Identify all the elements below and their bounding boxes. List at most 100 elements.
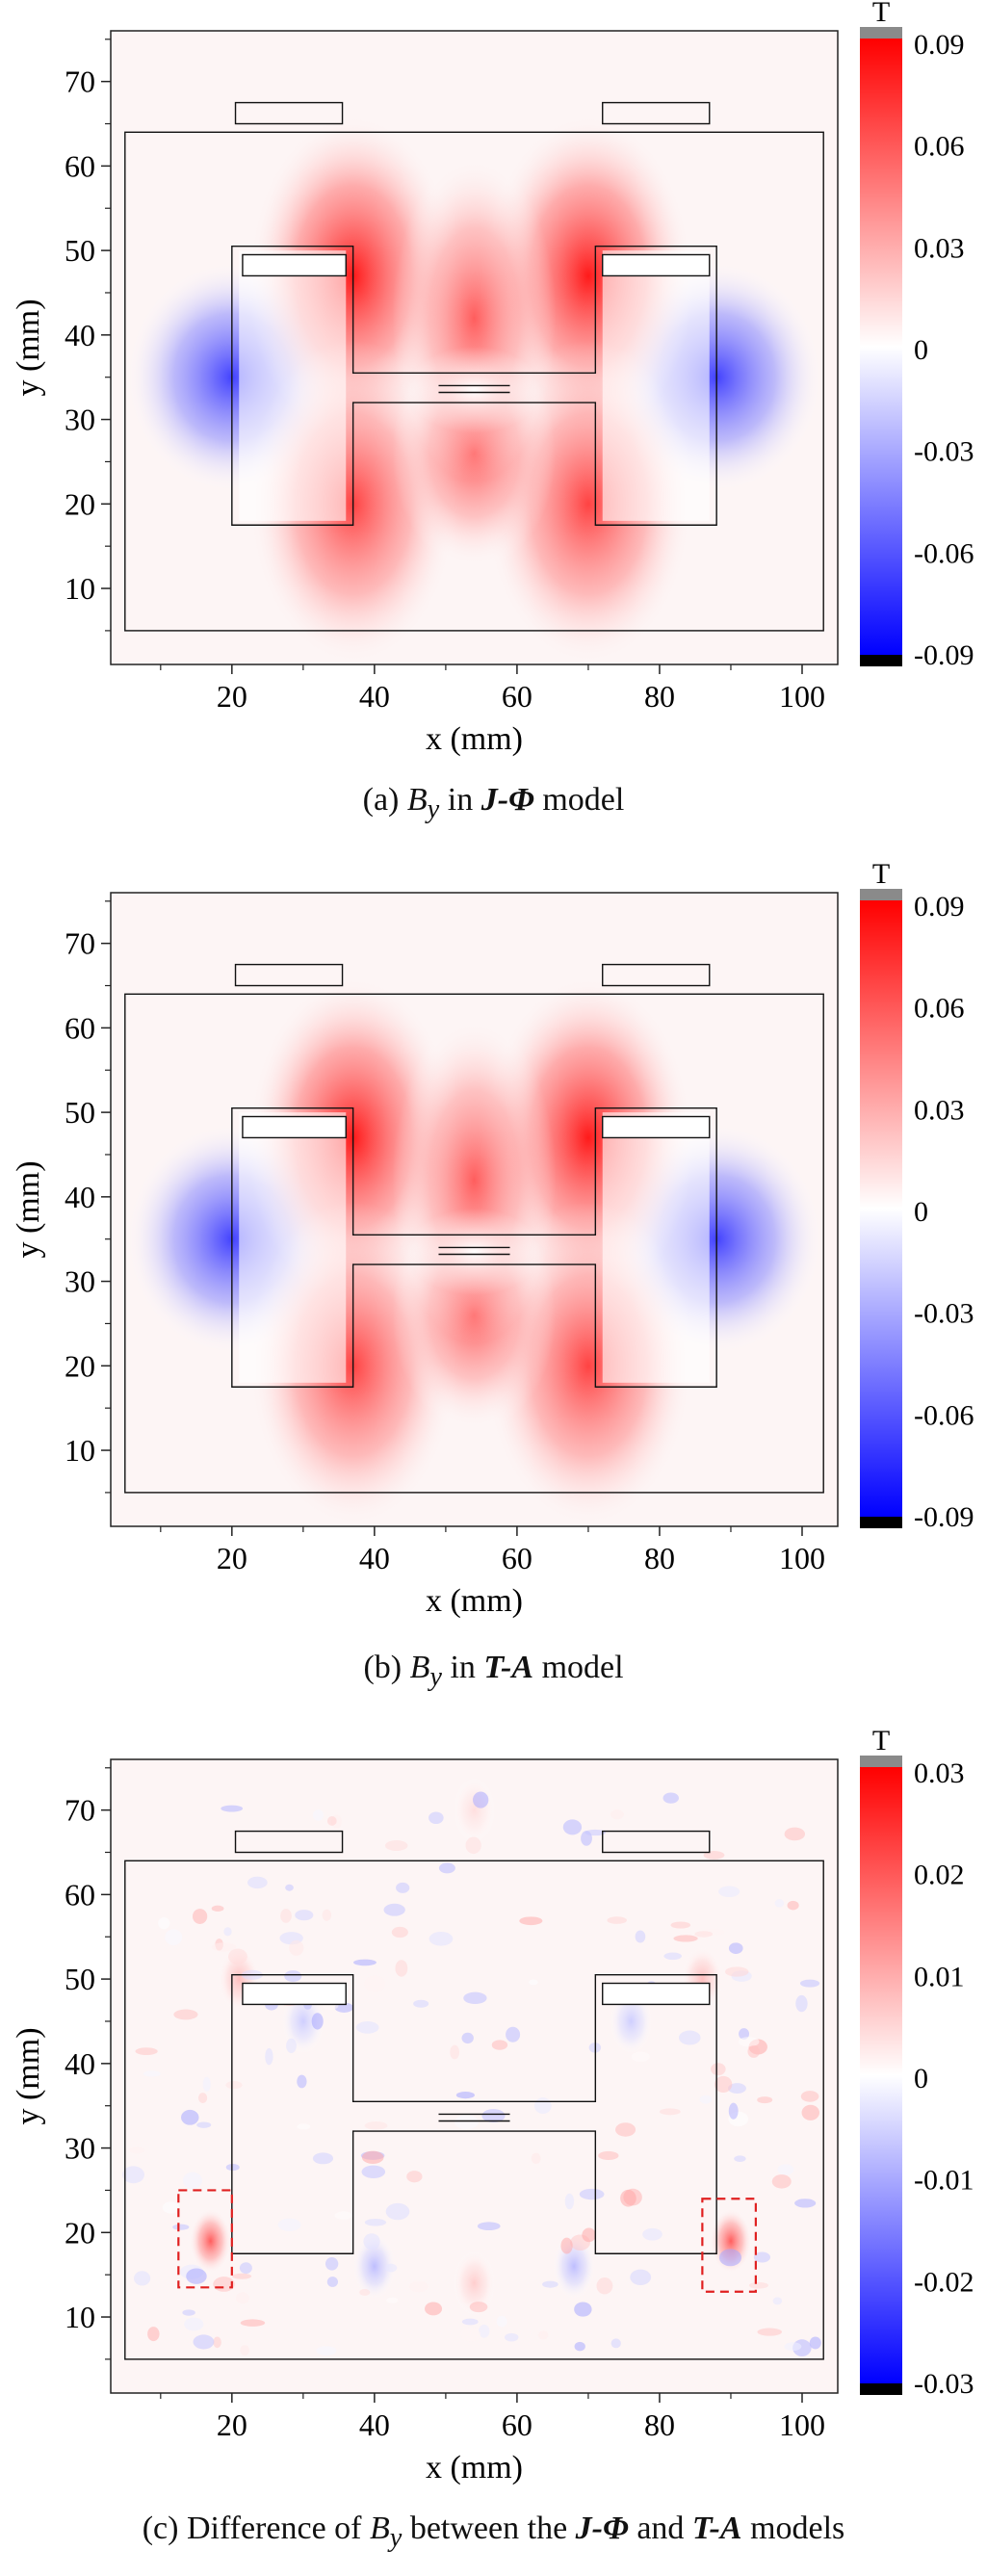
noise-spot bbox=[714, 2075, 733, 2094]
core-outline bbox=[231, 1974, 717, 2254]
noise-spot bbox=[240, 2319, 266, 2327]
geometry-outlines bbox=[124, 1830, 824, 2360]
noise-spot bbox=[694, 1931, 714, 1938]
noise-spot bbox=[211, 1942, 237, 1952]
colorbar-tick-label: 0.03 bbox=[914, 232, 965, 264]
x-tick-label: 60 bbox=[502, 2407, 532, 2442]
noise-spot bbox=[295, 1910, 314, 1921]
y-tick-label: 20 bbox=[65, 1348, 95, 1383]
y-tick-label: 10 bbox=[65, 1433, 95, 1468]
x-tick-label: 80 bbox=[644, 679, 675, 714]
noise-spot bbox=[728, 2102, 739, 2120]
noise-spot bbox=[477, 2222, 501, 2231]
noise-spot bbox=[165, 1929, 183, 1946]
noise-spot bbox=[361, 2165, 386, 2179]
noise-spot bbox=[519, 1916, 543, 1926]
y-tick-label: 30 bbox=[65, 403, 95, 437]
gap-field bbox=[406, 346, 542, 433]
noise-spot bbox=[289, 1939, 304, 1956]
y-axis-label: y (mm) bbox=[11, 299, 46, 396]
colorbar-tick-label: -0.03 bbox=[914, 436, 974, 468]
noise-spot bbox=[197, 2093, 208, 2103]
noise-spot bbox=[801, 2104, 820, 2121]
noise-spot bbox=[607, 1916, 627, 1924]
noise-spot bbox=[311, 2013, 324, 2030]
noise-spot bbox=[542, 2280, 558, 2288]
field-map bbox=[111, 893, 838, 1526]
noise-spot bbox=[748, 2281, 768, 2289]
y-tick-label: 70 bbox=[65, 926, 95, 961]
noise-spot bbox=[172, 2224, 190, 2230]
noise-spot bbox=[297, 2074, 307, 2089]
geometry-outlines bbox=[124, 963, 824, 1494]
noise-spot bbox=[506, 2026, 521, 2043]
colorbar-tick-label: 0.03 bbox=[914, 1094, 965, 1126]
noise-spot bbox=[703, 1851, 725, 1860]
y-tick-label: 50 bbox=[65, 233, 95, 268]
x-tick-label: 100 bbox=[779, 1541, 825, 1575]
noise-spot bbox=[455, 2115, 480, 2130]
noise-spot bbox=[631, 2051, 650, 2063]
y-tick-label: 40 bbox=[65, 1180, 95, 1214]
noise-spot bbox=[122, 2166, 144, 2184]
panel-a: 20 40 60 80 100 10 20 30 40 50 60 70 x (mm) y (mm) T 0.… bbox=[0, 0, 987, 847]
noise-spot bbox=[757, 2096, 773, 2104]
y-tick-label: 60 bbox=[65, 1877, 95, 1912]
noise-spot bbox=[479, 2324, 490, 2338]
caption-c: (c) Difference of By between the J-Φ and… bbox=[142, 2511, 845, 2553]
colorbar-tick-label: 0.09 bbox=[914, 29, 965, 61]
noise-spot bbox=[425, 2302, 443, 2316]
colorbar-tick-label: 0.06 bbox=[914, 131, 965, 163]
noise-spot bbox=[352, 1959, 377, 1966]
noise-spot bbox=[635, 1930, 646, 1943]
noise-spot bbox=[711, 2063, 726, 2076]
field-blob bbox=[352, 2233, 396, 2300]
noise-spot bbox=[406, 2171, 423, 2183]
colorbar-tick-label: 0 bbox=[914, 1196, 928, 1228]
noise-spot bbox=[615, 2122, 636, 2137]
colorbar-tick-label: -0.09 bbox=[914, 1501, 974, 1533]
noise-spot bbox=[235, 2292, 249, 2304]
noise-spot bbox=[582, 2227, 596, 2243]
core-outline bbox=[231, 1107, 717, 1388]
noise-spot bbox=[598, 2150, 619, 2161]
colorbar-tick-label: 0.03 bbox=[914, 1757, 965, 1789]
noise-spot bbox=[734, 2155, 746, 2162]
highlight-box bbox=[177, 2189, 233, 2289]
noise-spot bbox=[355, 2020, 379, 2034]
noise-spot bbox=[182, 2309, 195, 2316]
colorbar-tick-label: -0.02 bbox=[914, 2266, 974, 2298]
y-tick-label: 70 bbox=[65, 65, 95, 99]
noise-spot bbox=[784, 2342, 802, 2352]
noise-spot bbox=[800, 2091, 819, 2102]
noise-spot bbox=[429, 1811, 444, 1825]
noise-spot bbox=[505, 2332, 519, 2342]
outer-tank-outline bbox=[124, 993, 824, 1494]
noise-spot bbox=[364, 1975, 386, 1992]
x-tick-label: 100 bbox=[779, 679, 825, 714]
noise-spot bbox=[670, 1921, 691, 1929]
coil-top-left bbox=[234, 101, 344, 125]
y-tick-label: 10 bbox=[65, 571, 95, 606]
outer-tank-outline bbox=[124, 1860, 824, 2360]
noise-spot bbox=[772, 2297, 783, 2305]
noise-spot bbox=[659, 2108, 681, 2116]
coil-inner-left bbox=[242, 1982, 347, 2006]
noise-spot bbox=[739, 2028, 750, 2040]
window-left-field bbox=[239, 1112, 347, 1383]
field-blob bbox=[189, 2208, 232, 2275]
noise-spot bbox=[784, 1827, 806, 1841]
noise-spot bbox=[747, 2044, 760, 2058]
noise-spot bbox=[461, 2032, 474, 2044]
noise-spot bbox=[384, 1840, 408, 1852]
coil-inner-right bbox=[602, 1982, 711, 2006]
noise-spot bbox=[240, 2345, 249, 2356]
x-axis-label: x (mm) bbox=[426, 1583, 523, 1619]
noise-spot bbox=[673, 1935, 698, 1942]
noise-spot bbox=[496, 2315, 507, 2328]
coil-top-left bbox=[234, 1830, 344, 1854]
colorbar-unit: T bbox=[872, 862, 890, 890]
noise-spot bbox=[662, 1792, 679, 1804]
colorbar bbox=[860, 1767, 902, 2383]
noise-spot bbox=[386, 2297, 399, 2303]
